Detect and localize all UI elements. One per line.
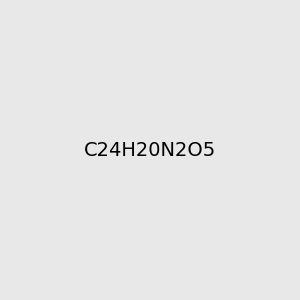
Text: C24H20N2O5: C24H20N2O5 (84, 140, 216, 160)
